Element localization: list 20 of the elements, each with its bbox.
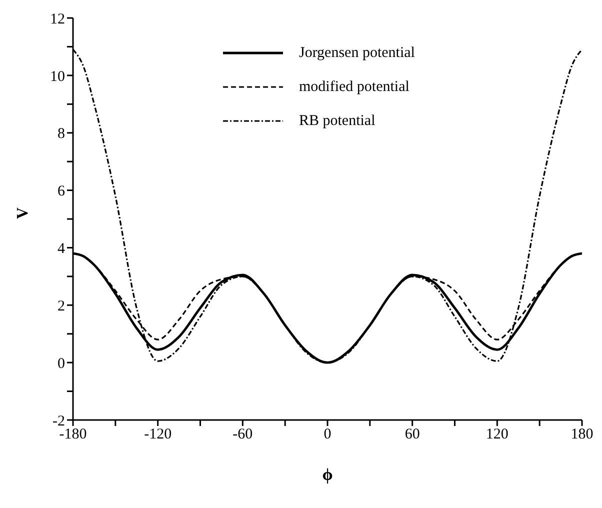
x-tick-label: 60 <box>404 426 420 443</box>
y-tick-label: 6 <box>58 184 66 200</box>
y-axis-title: V <box>14 207 32 219</box>
x-axis-title: ϕ <box>322 465 333 484</box>
x-tick-label: 120 <box>486 426 508 443</box>
legend-label: Jorgensen potential <box>299 44 415 63</box>
legend-label: modified potential <box>299 78 410 97</box>
x-tick-label: -60 <box>232 426 253 443</box>
x-tick-label: -180 <box>59 426 87 443</box>
y-tick-label: 12 <box>50 11 65 28</box>
x-tick-label: 0 <box>324 426 332 443</box>
y-tick-label: -2 <box>52 413 65 430</box>
x-tick-label: -120 <box>144 426 172 443</box>
y-tick-label: 4 <box>58 241 66 258</box>
x-tick-label: 180 <box>570 426 594 443</box>
y-tick-label: 0 <box>58 356 65 372</box>
y-tick-label: 10 <box>50 68 65 85</box>
legend-label: RB potential <box>299 112 376 131</box>
y-tick-label: 2 <box>58 298 65 314</box>
y-tick-label: 8 <box>58 126 65 142</box>
